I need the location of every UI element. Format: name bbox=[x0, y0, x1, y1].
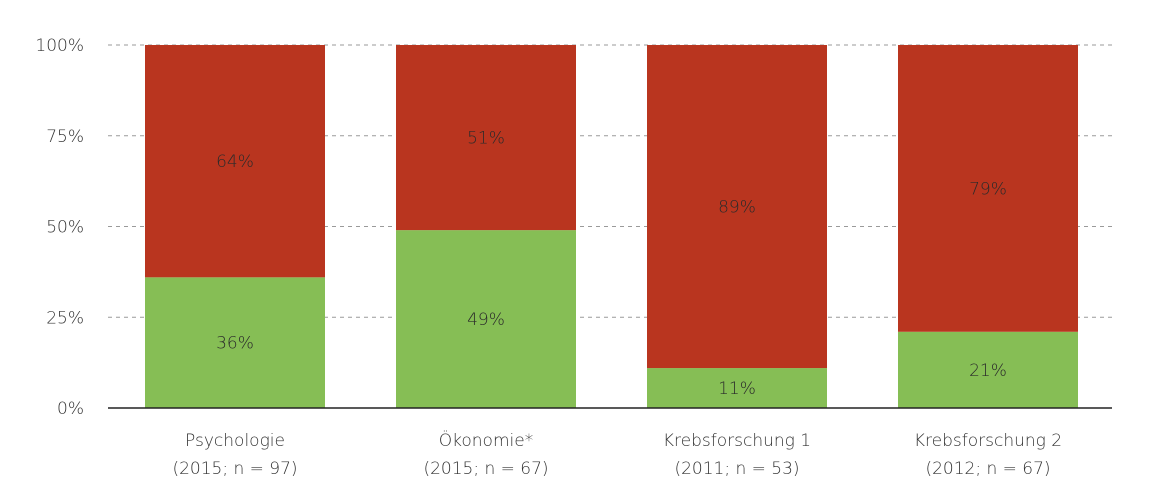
y-tick-label: 50% bbox=[46, 218, 84, 238]
data-label: 51% bbox=[467, 129, 505, 149]
y-tick-label: 25% bbox=[46, 308, 84, 328]
bar-segment bbox=[898, 331, 1078, 408]
y-axis-ticks: 0% 25% 50% 75% 100% bbox=[35, 36, 84, 419]
bar-segment bbox=[396, 45, 576, 231]
data-label: 89% bbox=[718, 198, 756, 218]
y-tick-label: 0% bbox=[57, 399, 84, 419]
bar-segment bbox=[898, 45, 1078, 332]
data-label: 79% bbox=[969, 179, 1007, 199]
category-label: Ökonomie* bbox=[439, 429, 533, 451]
category-label: (2015; n = 67) bbox=[423, 459, 548, 479]
category-label: Krebsforschung 1 bbox=[663, 431, 811, 451]
data-label: 64% bbox=[216, 152, 254, 172]
y-tick-label: 100% bbox=[35, 36, 84, 56]
category-label: (2012; n = 67) bbox=[925, 459, 1050, 479]
data-label: 11% bbox=[718, 379, 756, 399]
y-tick-label: 75% bbox=[46, 127, 84, 147]
data-labels-layer: 36% 64% 49% 51% 11% 89% 21% 79% bbox=[216, 129, 1007, 399]
bar-segment bbox=[647, 45, 827, 369]
bar-segment bbox=[396, 230, 576, 408]
category-label: (2015; n = 97) bbox=[172, 459, 297, 479]
bars-layer bbox=[145, 45, 1078, 408]
category-label: (2011; n = 53) bbox=[674, 459, 799, 479]
bar-segment bbox=[647, 368, 827, 408]
category-label: Krebsforschung 2 bbox=[914, 431, 1062, 451]
data-label: 36% bbox=[216, 334, 254, 354]
data-label: 49% bbox=[467, 310, 505, 330]
data-label: 21% bbox=[969, 361, 1007, 381]
bar-segment bbox=[145, 277, 325, 408]
bar-segment bbox=[145, 45, 325, 278]
category-label: Psychologie bbox=[185, 431, 285, 451]
category-labels-layer: Psychologie (2015; n = 97) Ökonomie* (2015;… bbox=[172, 429, 1062, 479]
